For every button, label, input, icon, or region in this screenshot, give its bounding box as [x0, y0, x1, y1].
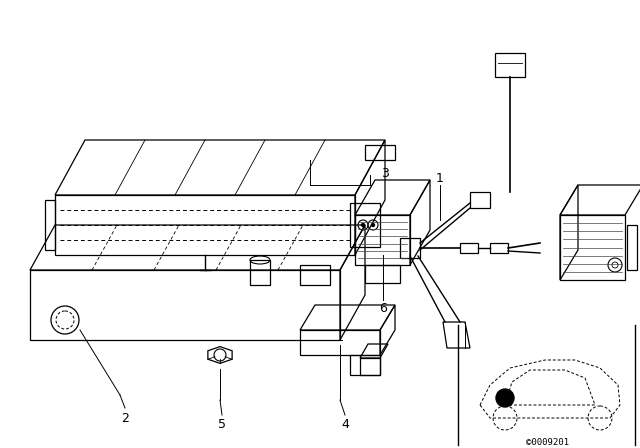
Circle shape — [496, 389, 514, 407]
Text: 4: 4 — [341, 418, 349, 431]
Text: 3: 3 — [381, 167, 389, 180]
Text: 6: 6 — [379, 302, 387, 314]
Circle shape — [362, 224, 365, 227]
Circle shape — [371, 224, 374, 227]
Text: ©0009201: ©0009201 — [527, 438, 570, 447]
Text: 1: 1 — [436, 172, 444, 185]
Text: 2: 2 — [121, 412, 129, 425]
Text: 5: 5 — [218, 418, 226, 431]
